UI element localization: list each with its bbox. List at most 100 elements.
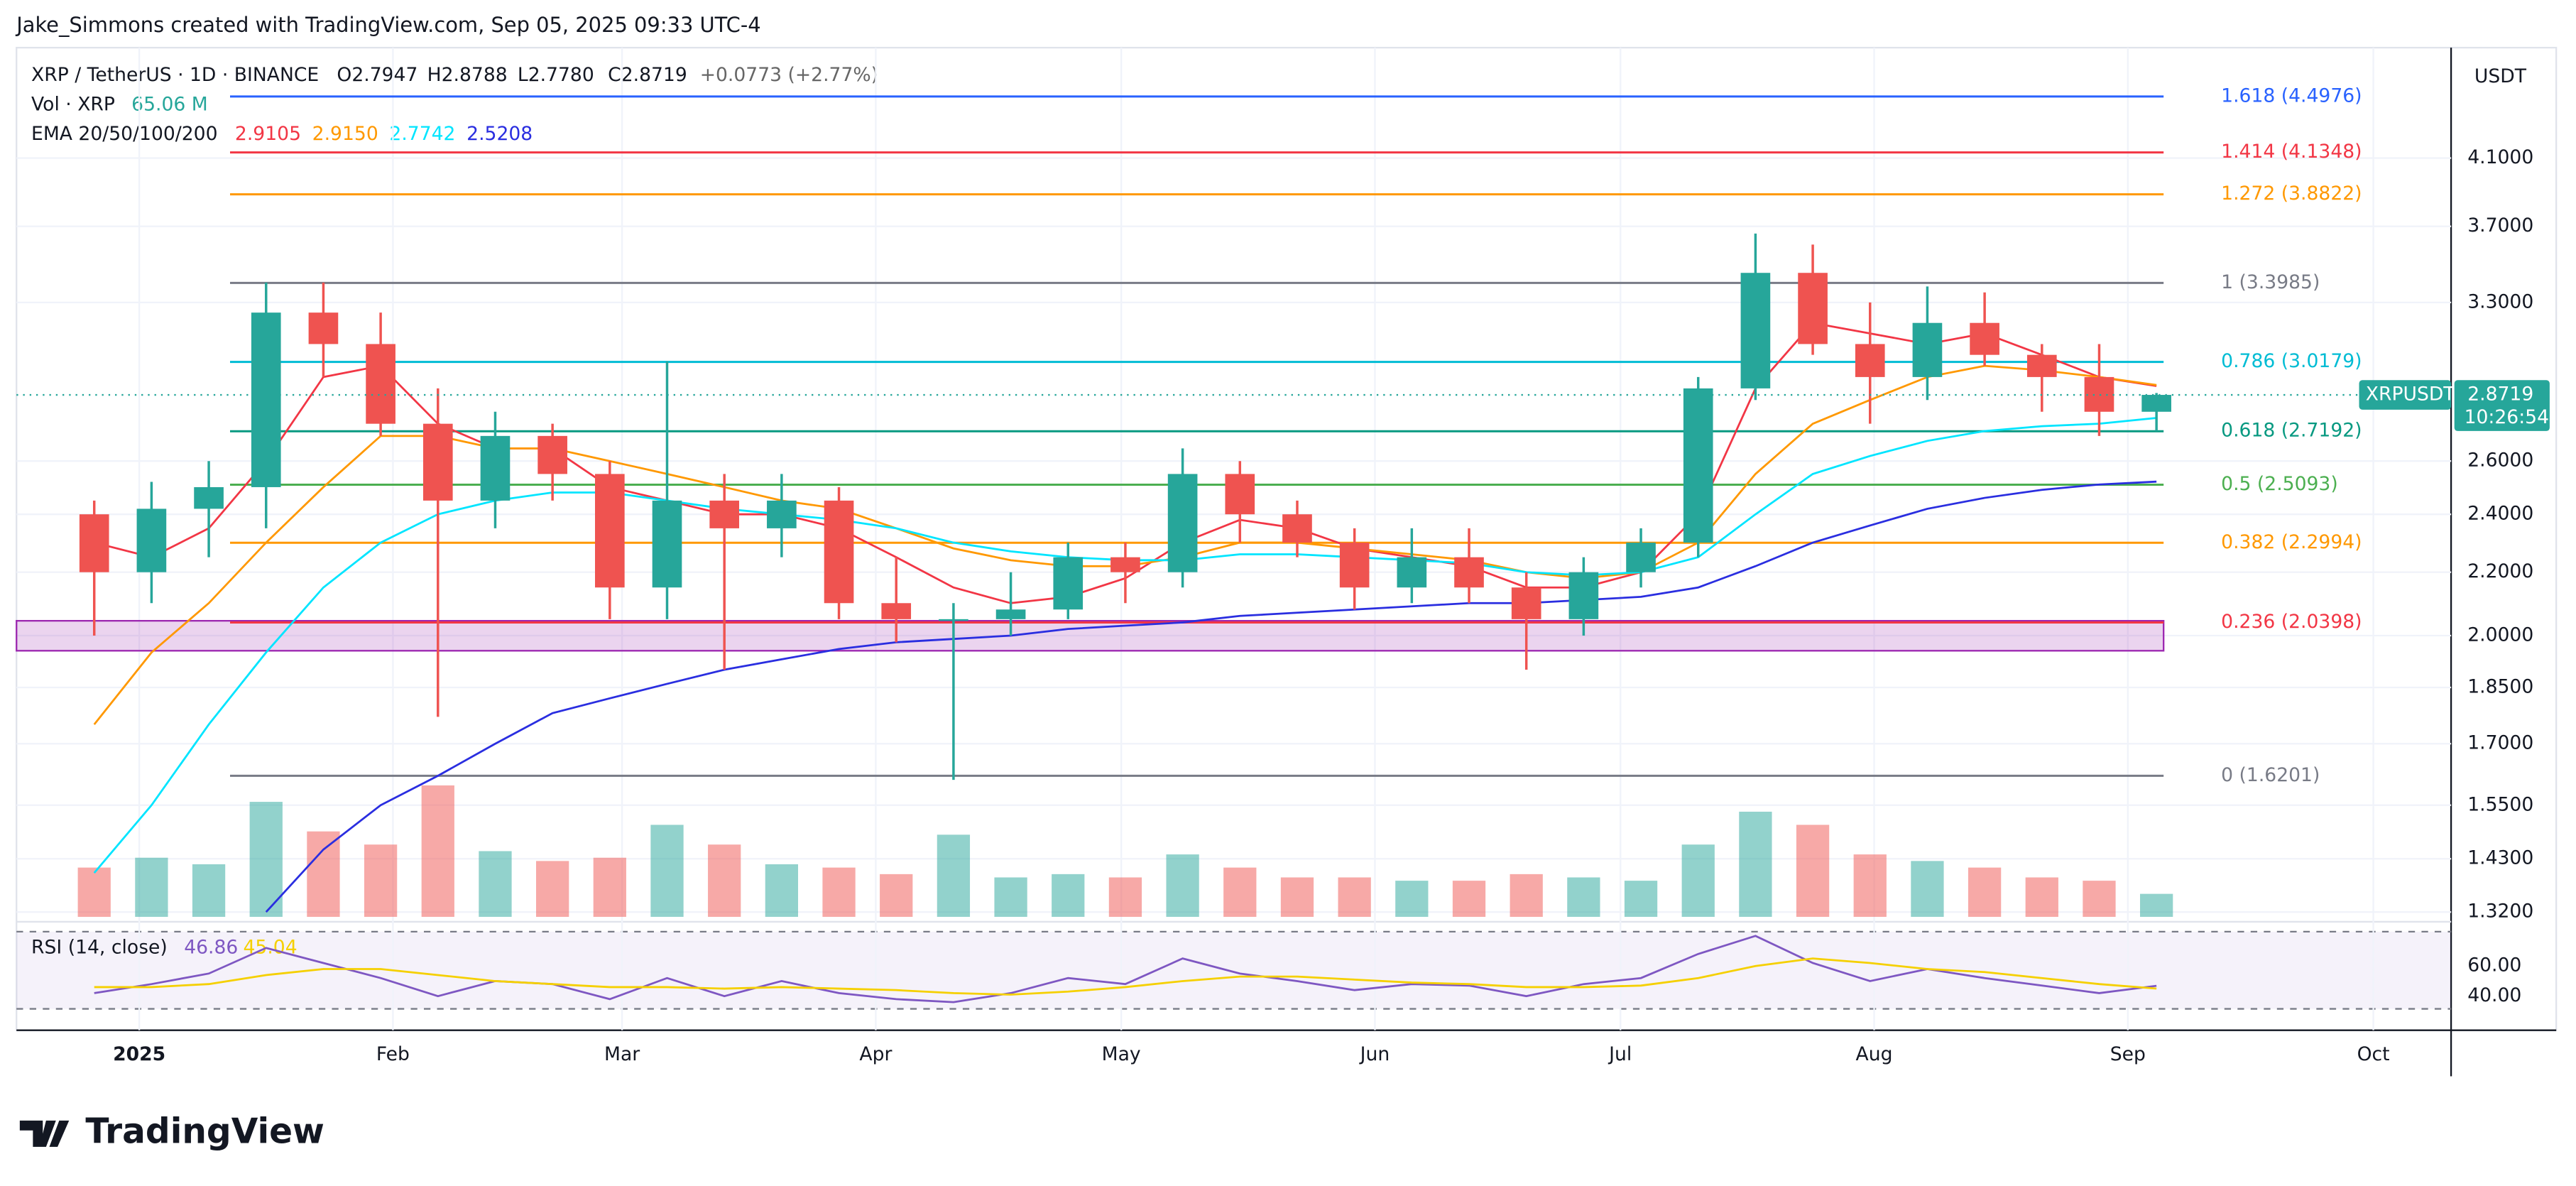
- candle-body: [939, 619, 968, 621]
- candle-body: [1912, 322, 1943, 377]
- y-tick-label: 1.4300: [2467, 847, 2533, 869]
- y-tick-label: 2.4000: [2467, 503, 2533, 525]
- candle-body: [595, 474, 625, 588]
- last-price: 2.8719: [2467, 383, 2533, 406]
- volume-bar: [536, 861, 569, 918]
- volume-bar: [650, 825, 684, 918]
- candle-body: [1511, 587, 1541, 619]
- countdown: 10:26:54: [2465, 406, 2549, 428]
- volume-bar: [307, 831, 340, 918]
- x-tick-label: Apr: [859, 1043, 892, 1065]
- volume-bar: [2083, 881, 2116, 918]
- ema-value: 2.7742: [389, 123, 455, 145]
- fib-label: 0.786 (3.0179): [2221, 350, 2362, 372]
- volume-bar: [135, 857, 168, 918]
- candle-body: [2026, 354, 2057, 377]
- volume-bar: [1681, 844, 1715, 918]
- candle-body: [1339, 543, 1370, 588]
- symbol: XRPUSDT: [2366, 383, 2456, 406]
- low: L2.7780: [518, 64, 594, 86]
- candle-body: [1225, 474, 1255, 515]
- rsi-band: [16, 931, 2452, 1009]
- volume-bar: [479, 851, 512, 918]
- x-tick-label: 2025: [113, 1043, 165, 1065]
- volume-bar: [1968, 867, 2002, 918]
- candle-body: [1454, 557, 1484, 588]
- volume-bar: [1395, 881, 1429, 918]
- y-tick-label: 3.7000: [2467, 214, 2533, 236]
- candle-body: [1397, 557, 1427, 588]
- y-tick-label: 2.0000: [2467, 624, 2533, 646]
- candle-body: [251, 312, 281, 487]
- candle-body: [194, 486, 224, 509]
- price-tag: [2454, 380, 2550, 431]
- x-tick-label: Mar: [604, 1043, 640, 1065]
- candle-body: [1568, 572, 1599, 619]
- y-tick-label: 1.3200: [2467, 901, 2533, 923]
- rsi-tick-label: 60.00: [2467, 954, 2521, 976]
- volume-bar: [1796, 825, 1830, 918]
- candle-body: [767, 500, 797, 528]
- x-tick-label: Sep: [2110, 1043, 2146, 1065]
- x-tick-label: Jun: [1359, 1043, 1390, 1065]
- candle-body: [480, 435, 511, 501]
- volume-bar: [1338, 877, 1371, 918]
- volume-bar: [593, 857, 626, 918]
- brand: TradingView: [85, 1111, 324, 1151]
- open: O2.7947: [337, 64, 417, 86]
- volume-bar: [2025, 877, 2058, 918]
- rsi-line: [94, 935, 2157, 1003]
- volume-bar: [1166, 854, 1199, 918]
- y-tick-label: 1.5500: [2467, 793, 2533, 815]
- candle-body: [422, 423, 453, 501]
- symbol-tag: [2359, 380, 2452, 410]
- header: Jake_Simmons created with TradingView.co…: [15, 13, 760, 37]
- volume-bar: [994, 877, 1027, 918]
- y-tick-label: 3.3000: [2467, 290, 2533, 312]
- candle-body: [79, 514, 109, 572]
- volume-bar: [1853, 854, 1887, 918]
- volume-bar: [2140, 893, 2173, 918]
- x-tick-label: Aug: [1856, 1043, 1893, 1065]
- volume-bar: [880, 874, 913, 918]
- volume-label: Vol · XRP: [31, 94, 115, 116]
- currency: USDT: [2474, 65, 2527, 87]
- volume-bar: [1911, 861, 1944, 918]
- candle-body: [709, 500, 740, 528]
- volume-bar: [77, 867, 111, 918]
- candle-body: [366, 344, 395, 424]
- candle-body: [995, 609, 1026, 619]
- candle-body: [652, 500, 682, 588]
- fib-label: 0.5 (2.5093): [2221, 473, 2338, 495]
- x-tick-label: Jul: [1608, 1043, 1632, 1065]
- x-tick-label: May: [1102, 1043, 1141, 1065]
- volume-bar: [1510, 874, 1543, 918]
- candle-body: [2084, 376, 2114, 412]
- fib-label: 1.618 (4.4976): [2221, 85, 2362, 107]
- volume-bar: [1624, 881, 1658, 918]
- x-tick-label: Oct: [2357, 1043, 2390, 1065]
- candle-body: [1683, 388, 1713, 543]
- fib-label: 0.236 (2.0398): [2221, 611, 2362, 633]
- rsi-value: 46.86: [184, 936, 238, 958]
- volume-bar: [765, 864, 799, 918]
- volume-bar: [421, 785, 454, 918]
- volume-bar: [1280, 877, 1314, 918]
- close: C2.8719: [608, 64, 687, 86]
- volume-bar: [364, 844, 398, 918]
- fib-label: 0.382 (2.2994): [2221, 531, 2362, 553]
- candle-body: [1053, 557, 1084, 610]
- ema-value: 2.5208: [466, 123, 533, 145]
- volume-bar: [1739, 811, 1772, 918]
- y-tick-label: 1.7000: [2467, 732, 2533, 754]
- candle-body: [1798, 273, 1828, 344]
- candle-body: [308, 312, 339, 344]
- fib-label: 1.414 (4.1348): [2221, 141, 2362, 163]
- rsi-tick-label: 40.00: [2467, 984, 2521, 1006]
- volume-bar: [192, 864, 226, 918]
- volume-bar: [822, 867, 856, 918]
- ema-label: EMA 20/50/100/200: [31, 123, 217, 145]
- candle-body: [1167, 474, 1198, 572]
